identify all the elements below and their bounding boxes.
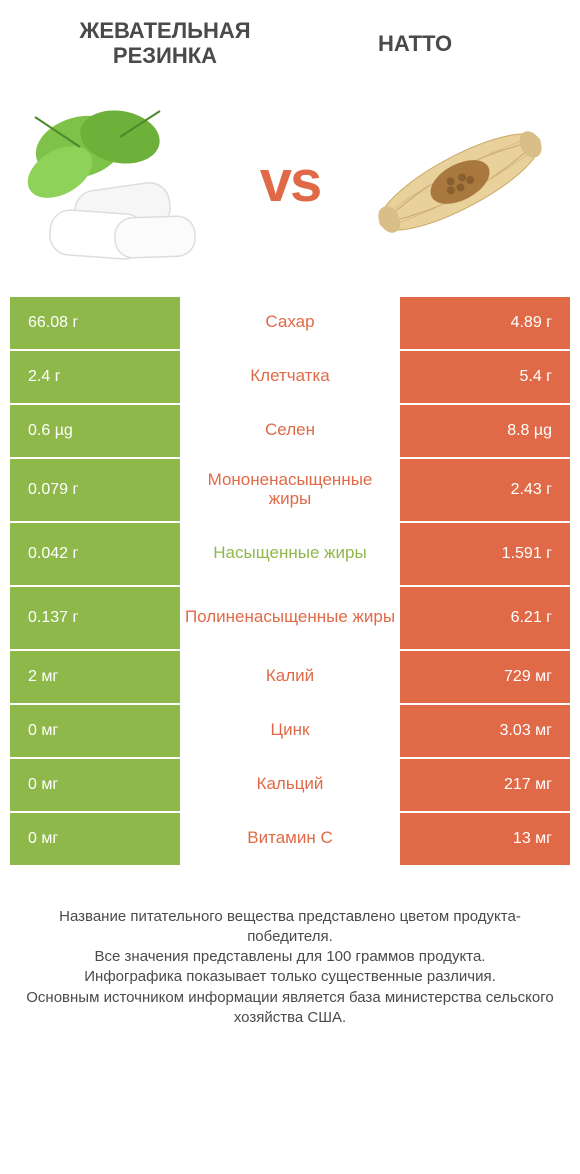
right-product-title: НАТТО [290, 31, 540, 56]
header: ЖЕВАТЕЛЬНАЯ РЕЗИНКА НАТТО [0, 0, 580, 77]
hero-row: vs [0, 77, 580, 297]
footnote-line: Название питательного вещества представл… [20, 907, 560, 948]
table-row: 2 мгКалий729 мг [10, 651, 570, 703]
table-row: 0 мгВитамин C13 мг [10, 813, 570, 865]
right-value: 1.591 г [400, 523, 570, 585]
left-value: 0 мг [10, 813, 180, 865]
table-row: 2.4 гКлетчатка5.4 г [10, 351, 570, 403]
comparison-table: 66.08 гСахар4.89 г2.4 гКлетчатка5.4 г0.6… [10, 297, 570, 865]
table-row: 0.042 гНасыщенные жиры1.591 г [10, 523, 570, 585]
left-product-title: ЖЕВАТЕЛЬНАЯ РЕЗИНКА [40, 18, 290, 69]
right-value: 217 мг [400, 759, 570, 811]
nutrient-label: Мононенасыщенные жиры [180, 459, 400, 521]
left-value: 0.6 µg [10, 405, 180, 457]
table-row: 0 мгКальций217 мг [10, 759, 570, 811]
left-value: 2 мг [10, 651, 180, 703]
right-product-image [360, 92, 560, 272]
table-row: 0.079 гМононенасыщенные жиры2.43 г [10, 459, 570, 521]
natto-icon [360, 97, 560, 267]
table-row: 0.137 гПолиненасыщенные жиры6.21 г [10, 587, 570, 649]
nutrient-label: Кальций [180, 759, 400, 811]
nutrient-label: Витамин C [180, 813, 400, 865]
right-value: 5.4 г [400, 351, 570, 403]
right-value: 4.89 г [400, 297, 570, 349]
nutrient-label: Полиненасыщенные жиры [180, 587, 400, 649]
footnote-line: Основным источником информации является … [20, 988, 560, 1029]
left-value: 0.137 г [10, 587, 180, 649]
table-row: 0.6 µgСелен8.8 µg [10, 405, 570, 457]
right-value: 13 мг [400, 813, 570, 865]
left-value: 0 мг [10, 759, 180, 811]
left-product-image [20, 92, 220, 272]
nutrient-label: Клетчатка [180, 351, 400, 403]
footnote-line: Все значения представлены для 100 граммо… [20, 947, 560, 967]
gum-icon [20, 97, 220, 267]
table-row: 66.08 гСахар4.89 г [10, 297, 570, 349]
nutrient-label: Насыщенные жиры [180, 523, 400, 585]
vs-label: vs [260, 148, 321, 215]
nutrient-label: Сахар [180, 297, 400, 349]
left-value: 0.042 г [10, 523, 180, 585]
left-value: 0 мг [10, 705, 180, 757]
right-value: 6.21 г [400, 587, 570, 649]
left-value: 2.4 г [10, 351, 180, 403]
right-value: 729 мг [400, 651, 570, 703]
nutrient-label: Калий [180, 651, 400, 703]
footnote: Название питательного вещества представл… [0, 867, 580, 1029]
footnote-line: Инфографика показывает только существенн… [20, 967, 560, 987]
right-value: 3.03 мг [400, 705, 570, 757]
nutrient-label: Селен [180, 405, 400, 457]
right-value: 8.8 µg [400, 405, 570, 457]
left-value: 66.08 г [10, 297, 180, 349]
table-row: 0 мгЦинк3.03 мг [10, 705, 570, 757]
left-value: 0.079 г [10, 459, 180, 521]
right-value: 2.43 г [400, 459, 570, 521]
nutrient-label: Цинк [180, 705, 400, 757]
